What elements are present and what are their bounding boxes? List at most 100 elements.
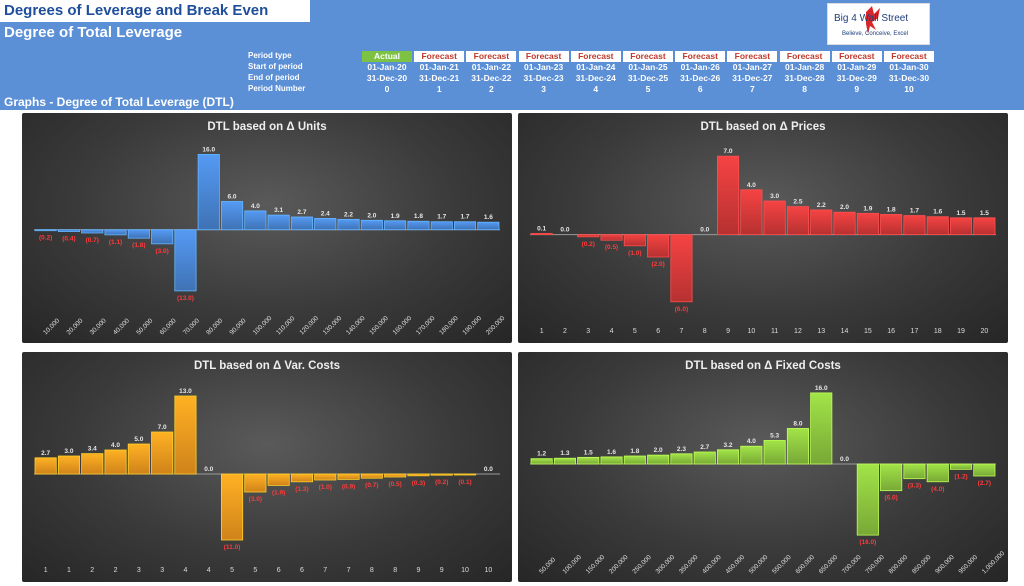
x-tick-label: 130,000 — [322, 315, 344, 337]
period-num-cell: 1 — [436, 84, 442, 94]
data-label: 6.0 — [228, 193, 237, 200]
x-tick-label: 50,000 — [135, 317, 154, 336]
data-label: 2.7 — [297, 209, 306, 216]
chart-panel-var-costs: DTL based on Δ Var. Costs 2.7 1 3.0 1 3.4 2 4.… — [22, 352, 512, 582]
data-label: (13.0) — [177, 295, 194, 302]
bar — [856, 212, 879, 236]
data-label: 2.0 — [840, 204, 849, 211]
title-box: Degrees of Leverage and Break Even — [0, 0, 310, 22]
bar — [360, 473, 383, 479]
bar — [104, 449, 127, 475]
x-tick-label: 2 — [563, 328, 567, 335]
x-tick-label: 1 — [44, 567, 48, 574]
data-label: (11.0) — [224, 544, 241, 551]
x-tick-label: 4 — [610, 328, 614, 335]
bar — [600, 234, 623, 241]
bar — [810, 392, 833, 465]
bar — [973, 217, 996, 236]
x-tick-label: 1 — [540, 328, 544, 335]
bar — [949, 217, 973, 236]
bar — [267, 214, 290, 231]
x-tick-label: 500,000 — [748, 554, 770, 576]
data-label: 4.0 — [111, 442, 120, 449]
data-label: 2.7 — [700, 444, 709, 451]
bar — [314, 218, 337, 231]
data-label: 0.0 — [204, 466, 213, 473]
x-tick-label: 3 — [160, 567, 164, 574]
x-tick-label: 180,000 — [438, 315, 460, 337]
data-label: 13.0 — [179, 388, 192, 395]
x-tick-label: 5 — [253, 567, 257, 574]
data-label: 16.0 — [815, 385, 828, 392]
bar — [530, 233, 553, 236]
data-label: 2.4 — [321, 210, 330, 217]
bar — [530, 458, 553, 465]
data-label: 5.0 — [134, 436, 143, 443]
data-label: (0.5) — [605, 244, 618, 251]
company-logo: Big 4 Wall Street Believe, Conceive, Exc… — [827, 3, 930, 45]
period-start-cell: 01-Jan-29 — [837, 62, 877, 72]
x-tick-label: 10 — [461, 567, 469, 574]
x-tick-label: 900,000 — [934, 554, 956, 576]
x-tick-label: 18 — [934, 328, 942, 335]
data-label: (0.1) — [458, 479, 471, 486]
bar — [197, 154, 220, 231]
bar — [716, 155, 740, 236]
x-tick-label: 150,000 — [585, 554, 607, 576]
data-label: (1.0) — [628, 250, 641, 257]
x-tick-label: 1,000,000 — [981, 550, 1007, 576]
period-num-cell: 7 — [750, 84, 755, 94]
bar — [314, 473, 337, 481]
chart-title: DTL based on Δ Fixed Costs — [685, 360, 841, 372]
period-num-cell: 5 — [645, 84, 651, 94]
data-label: (0.2) — [582, 241, 595, 248]
period-type-cell: Forecast — [727, 51, 778, 62]
data-label: (16.0) — [859, 539, 876, 546]
data-label: 1.8 — [414, 213, 423, 220]
bar — [244, 210, 267, 231]
bar — [693, 451, 716, 465]
data-label: 0.0 — [560, 227, 569, 234]
bar — [903, 215, 926, 235]
bar — [553, 457, 576, 465]
data-label: 3.4 — [88, 446, 97, 453]
x-tick-label: 4 — [207, 567, 211, 574]
data-label: (0.4) — [62, 236, 75, 243]
bar — [430, 473, 453, 476]
x-tick-label: 7 — [347, 567, 351, 574]
x-tick-label: 200,000 — [608, 554, 630, 576]
period-end-cell: 31-Dec-21 — [419, 73, 460, 83]
data-label: (0.2) — [39, 235, 52, 242]
chart-prices-svg: 0.1 1 0.0 2 (0.2) 3 (0.5) 4 (1.0) 5 (2.0) 6 (6.0) 7 0.… — [530, 148, 996, 335]
x-tick-label: 2 — [114, 567, 118, 574]
bar — [577, 234, 600, 238]
data-label: (1.1) — [109, 239, 122, 246]
data-label: 3.0 — [770, 193, 779, 200]
x-tick-label: 1 — [67, 567, 71, 574]
bar — [337, 218, 360, 231]
x-tick-label: 950,000 — [958, 554, 980, 576]
x-tick-label: 10 — [484, 567, 492, 574]
bar — [430, 221, 453, 231]
bar — [360, 219, 383, 231]
period-type-cell: Forecast — [675, 51, 726, 62]
period-num-cell: 9 — [854, 84, 860, 94]
x-tick-label: 2 — [90, 567, 94, 574]
bar — [763, 200, 786, 235]
period-num-cell: 10 — [904, 84, 914, 94]
x-tick-label: 8 — [370, 567, 374, 574]
bar — [81, 453, 104, 475]
period-start-cell: 01-Jan-25 — [628, 62, 668, 72]
period-end-cell: 31-Dec-20 — [366, 73, 408, 83]
bar — [290, 473, 313, 483]
period-type-cell: Forecast — [466, 51, 517, 62]
data-label: (0.9) — [342, 483, 355, 490]
period-type-cell: Forecast — [414, 51, 465, 62]
bar — [384, 220, 407, 231]
data-label: 2.5 — [793, 199, 802, 206]
x-tick-label: 9 — [440, 567, 444, 574]
x-tick-label: 140,000 — [345, 315, 367, 337]
bar — [973, 463, 996, 477]
x-tick-label: 80,000 — [205, 317, 224, 336]
bar — [786, 206, 809, 235]
